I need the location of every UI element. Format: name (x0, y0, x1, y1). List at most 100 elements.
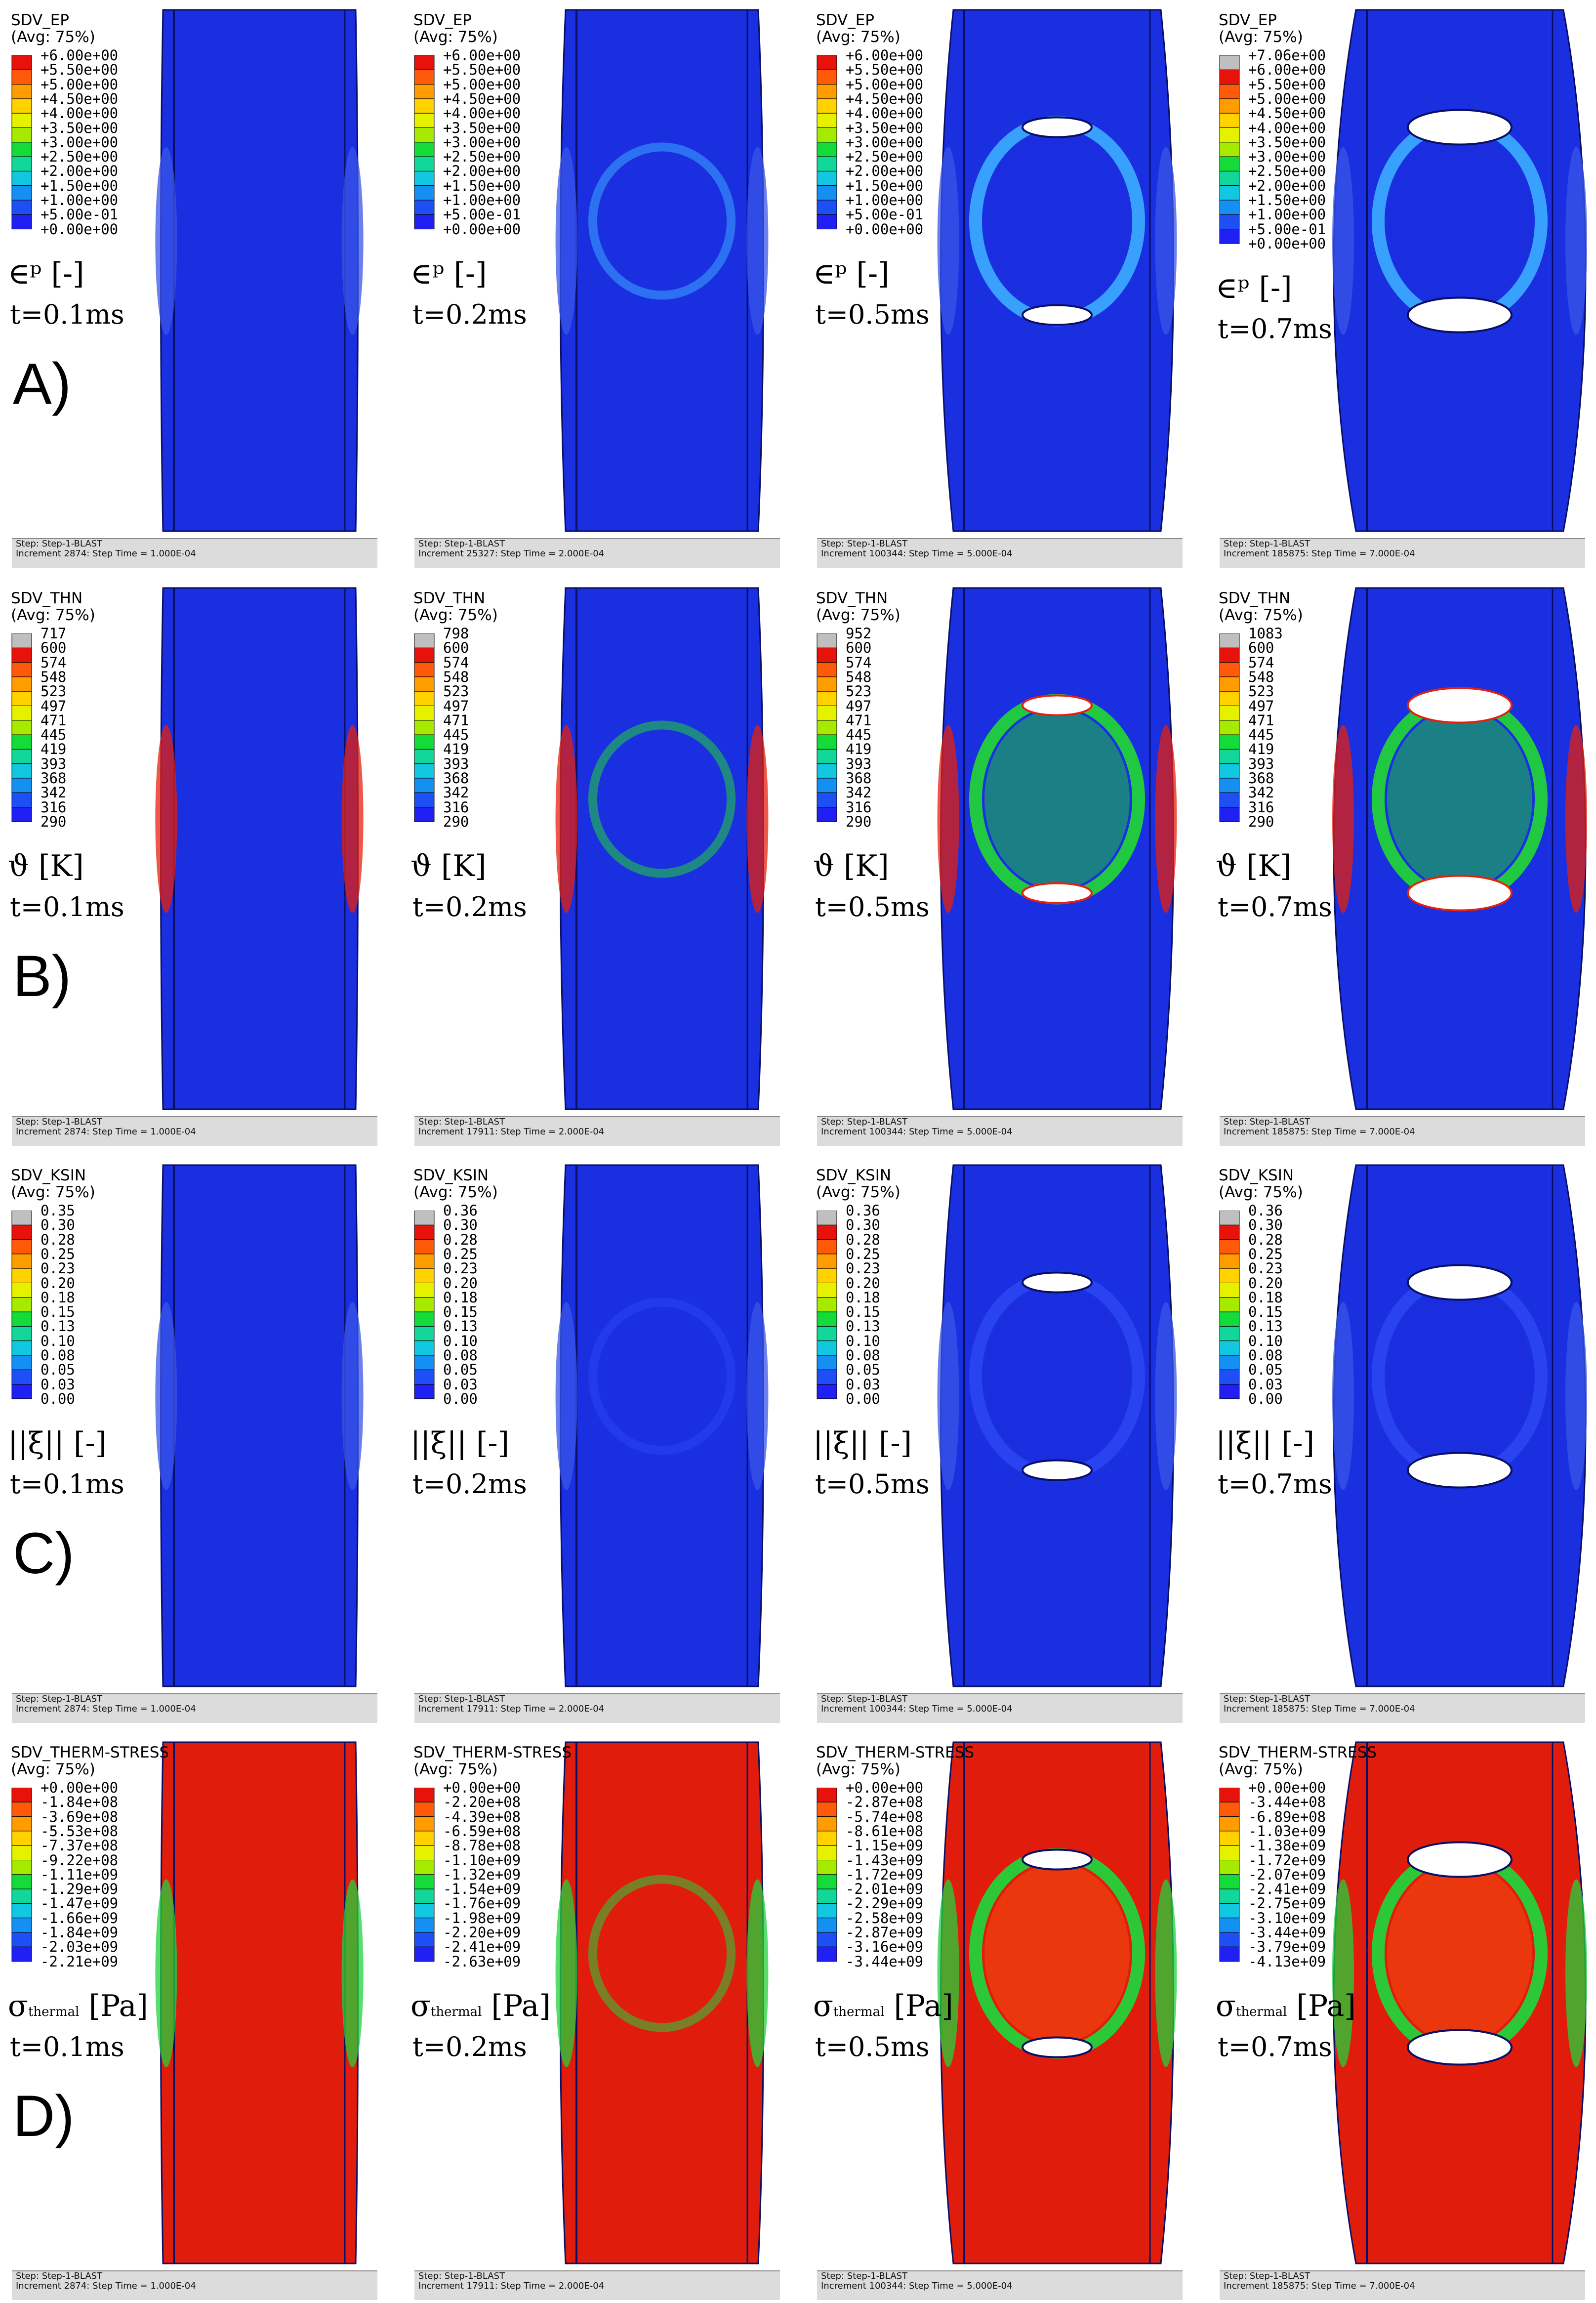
legend-color-segment (11, 1355, 32, 1370)
contour-field (1332, 1741, 1587, 2264)
result-panel: SDV_EP (Avg: 75%) +6.00e+00 +5.50e+00 +5.00e… (403, 0, 801, 571)
legend-color-segment (414, 1297, 435, 1312)
legend-color-segment (1219, 792, 1240, 808)
legend-color-segment (817, 1355, 837, 1370)
legend-tick-label: 0.20 (41, 1274, 75, 1292)
legend-color-segment (817, 185, 837, 201)
legend-tick-label: 0.08 (41, 1347, 75, 1364)
legend-color-segment (817, 778, 837, 793)
side-damage-zone (155, 1879, 177, 2067)
symbol-subscript: thermal (833, 2004, 885, 2019)
legend-tick-label: 0.30 (443, 1216, 478, 1234)
symbol-main: ϑ [K] (8, 849, 84, 884)
contour-field (937, 587, 1177, 1110)
legend-variable-name: SDV_THN (1219, 589, 1291, 607)
legend-color-segment (1219, 1283, 1240, 1298)
contour-legend: SDV_KSIN (Avg: 75%) 0.35 0.30 0.28 0.25 0.23 0.… (11, 1167, 248, 1411)
legend-tick-label: -2.41e+09 (1248, 1881, 1326, 1898)
legend-color-segment (817, 1788, 837, 1802)
result-panel: SDV_KSIN (Avg: 75%) 0.36 0.30 0.28 0.25 0.23 0.… (403, 1155, 801, 1726)
side-damage-zone (746, 725, 769, 913)
legend-color-segment (11, 1918, 32, 1933)
legend-tick-label: -2.41e+09 (443, 1938, 521, 1956)
legend-color-segment (414, 156, 435, 171)
legend-color-segment (1219, 229, 1240, 244)
status-increment: Increment 25327: Step Time = 2.000E-04 (418, 548, 605, 559)
legend-tick-label: -3.79e+09 (1248, 1938, 1326, 1956)
legend-tick-label: +3.00e+00 (443, 133, 521, 151)
status-step: Step: Step-1-BLAST (1224, 1694, 1310, 1704)
result-panel: SDV_THN (Avg: 75%) 798 600 574 548 523 497 471 44… (403, 578, 801, 1149)
legend-color-segment (414, 1211, 435, 1225)
legend-tick-label: -8.61e+08 (846, 1822, 924, 1840)
contour-field (1332, 9, 1587, 532)
legend-tick-label: +4.00e+00 (443, 105, 521, 122)
legend-tick-label: -3.16e+09 (846, 1938, 924, 1956)
legend-scale: 0.36 0.30 0.28 0.25 0.23 0.20 0.18 0.15 0.13 0.10… (1219, 1204, 1456, 1411)
status-bar: Step: Step-1-BLAST Increment 17911: Step … (414, 2270, 780, 2300)
legend-color-bar (414, 55, 435, 230)
legend-variable-name: SDV_KSIN (413, 1167, 489, 1184)
legend-color-segment (11, 214, 32, 230)
legend-tick-label: +5.50e+00 (443, 61, 521, 79)
legend-color-segment (414, 127, 435, 143)
legend-color-segment (414, 1801, 435, 1817)
legend-color-segment (1219, 84, 1240, 99)
legend-tick-label: 952 (846, 625, 872, 642)
legend-tick-label: 600 (1248, 639, 1274, 657)
legend-tick-label: 0.00 (846, 1390, 880, 1407)
legend-tick-label: -3.44e+09 (846, 1953, 924, 1970)
contour-legend: SDV_THN (Avg: 75%) 952 600 574 548 523 497 471 44… (816, 590, 1053, 834)
legend-tick-label: 497 (846, 697, 872, 714)
legend-variable-name: SDV_EP (11, 11, 69, 29)
fracture-hole (1407, 1264, 1513, 1301)
legend-color-segment (817, 1874, 837, 1889)
contour-legend: SDV_EP (Avg: 75%) +6.00e+00 +5.50e+00 +5.00e… (413, 12, 651, 242)
legend-color-segment (1219, 1816, 1240, 1832)
legend-color-segment (817, 706, 837, 721)
legend-color-segment (414, 676, 435, 692)
row-label: D) (13, 2083, 75, 2149)
legend-color-segment (1219, 1788, 1240, 1802)
legend-color-segment (11, 1845, 32, 1860)
contour-field (937, 1741, 1177, 2264)
legend-variable-name: SDV_THN (11, 589, 83, 607)
legend-color-segment (817, 142, 837, 157)
legend-scale: 798 600 574 548 523 497 471 445 419 393 368 342 316 2… (413, 627, 651, 834)
legend-tick-label: -1.47e+09 (41, 1895, 119, 1912)
legend-tick-label: 342 (846, 784, 872, 801)
legend-tick-label: 600 (41, 639, 67, 657)
time-label: t=0.2ms (412, 1468, 527, 1500)
legend-tick-label: -1.84e+08 (41, 1794, 119, 1811)
legend-color-segment (414, 1831, 435, 1846)
legend-tick-label: 497 (1248, 697, 1274, 714)
legend-color-segment (1219, 1831, 1240, 1846)
legend-tick-label: 393 (1248, 755, 1274, 772)
legend-tick-label: 0.25 (443, 1245, 478, 1262)
legend-color-segment (414, 706, 435, 721)
legend-tick-label: 574 (41, 654, 67, 671)
contour-legend: SDV_THERM-STRESS (Avg: 75%) +0.00e+00 -1.84… (11, 1744, 248, 1974)
legend-color-segment (11, 1268, 32, 1283)
legend-averaging: (Avg: 75%) (413, 28, 498, 46)
legend-color-segment (1219, 1801, 1240, 1817)
legend-tick-label: 419 (443, 741, 469, 758)
legend-color-segment (817, 98, 837, 114)
legend-tick-label: -3.69e+08 (41, 1808, 119, 1825)
legend-color-segment (11, 200, 32, 215)
legend-tick-label: 0.36 (1248, 1202, 1283, 1219)
legend-color-segment (1219, 1903, 1240, 1919)
contour-legend: SDV_KSIN (Avg: 75%) 0.36 0.30 0.28 0.25 0.23 0.… (413, 1167, 651, 1411)
result-panel: SDV_THERM-STRESS (Avg: 75%) +0.00e+00 -2.87… (805, 1732, 1204, 2303)
legend-tick-label: -6.59e+08 (443, 1822, 521, 1840)
legend-color-segment (414, 1239, 435, 1255)
legend-tick-label: 368 (846, 770, 872, 787)
legend-tick-label: -2.87e+08 (846, 1794, 924, 1811)
core-region (984, 131, 1130, 311)
legend-color-segment (817, 1801, 837, 1817)
legend-color-segment (11, 98, 32, 114)
contour-legend: SDV_THERM-STRESS (Avg: 75%) +0.00e+00 -2.20… (413, 1744, 651, 1974)
status-increment: Increment 2874: Step Time = 1.000E-04 (16, 548, 196, 559)
legend-tick-label: 600 (846, 639, 872, 657)
